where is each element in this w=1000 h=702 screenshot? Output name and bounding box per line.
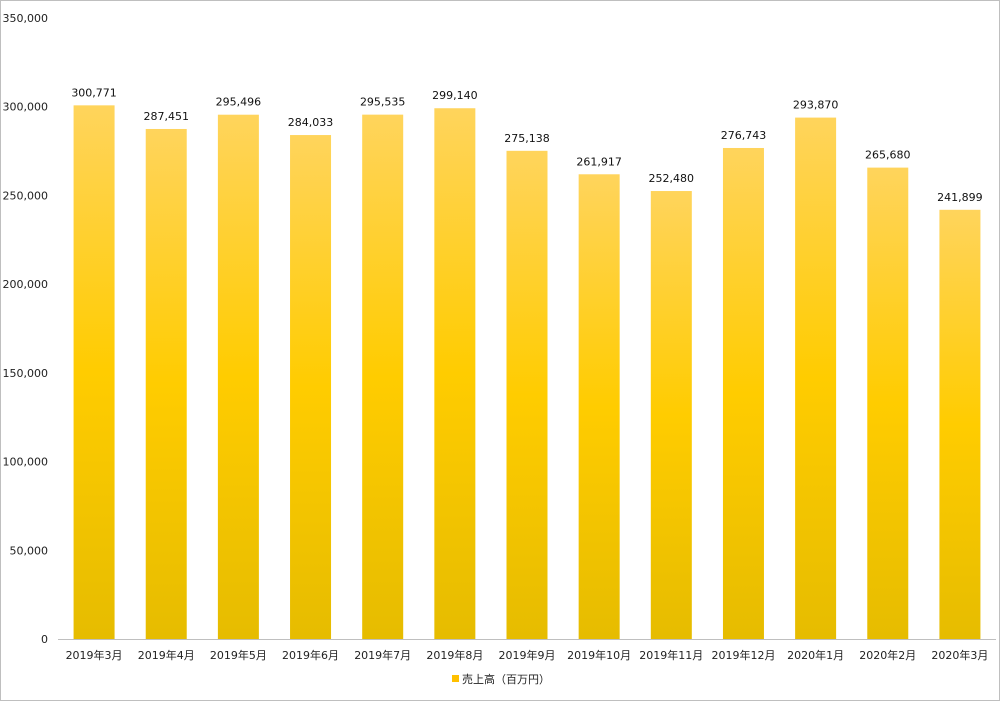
data-label: 261,917 xyxy=(576,155,622,168)
data-label: 265,680 xyxy=(865,149,911,162)
bar xyxy=(362,114,404,639)
bar xyxy=(434,108,476,639)
x-tick-label: 2019年9月 xyxy=(499,648,556,662)
data-label: 293,870 xyxy=(793,99,839,112)
bar xyxy=(722,147,764,639)
bar xyxy=(73,105,115,639)
x-axis: 2019年3月 2019年4月 2019年5月 2019年6月 2019年7月 2019年… xyxy=(58,639,996,662)
data-label: 299,140 xyxy=(432,89,478,102)
x-tick-label: 2019年6月 xyxy=(282,648,339,662)
data-label: 287,451 xyxy=(143,110,189,123)
data-label: 295,496 xyxy=(216,96,262,109)
bar xyxy=(217,114,259,639)
bar xyxy=(867,167,909,639)
y-tick-label: 350,000 xyxy=(3,12,49,25)
x-tick-label: 2019年8月 xyxy=(426,648,483,662)
data-label: 300,771 xyxy=(71,86,117,99)
y-axis: 0 50,000 100,000 150,000 200,000 250,000 300,0… xyxy=(3,12,49,646)
data-label: 252,480 xyxy=(649,172,695,185)
y-tick-label: 150,000 xyxy=(3,367,49,380)
x-tick-label: 2019年4月 xyxy=(138,648,195,662)
y-tick-label: 100,000 xyxy=(3,456,49,469)
data-label: 275,138 xyxy=(504,132,550,145)
x-tick-label: 2019年3月 xyxy=(66,648,123,662)
x-tick-label: 2020年1月 xyxy=(787,648,844,662)
bar xyxy=(578,174,620,639)
bar xyxy=(506,150,548,639)
legend-marker xyxy=(452,675,459,682)
y-tick-label: 300,000 xyxy=(3,101,49,114)
y-tick-label: 250,000 xyxy=(3,189,49,202)
data-label: 284,033 xyxy=(288,116,334,129)
bars xyxy=(73,105,981,640)
x-tick-label: 2019年7月 xyxy=(354,648,411,662)
y-tick-label: 200,000 xyxy=(3,278,49,291)
bar xyxy=(145,128,187,639)
x-tick-label: 2019年5月 xyxy=(210,648,267,662)
x-tick-label: 2020年3月 xyxy=(931,648,988,662)
bar xyxy=(290,135,332,639)
bar xyxy=(795,117,837,640)
legend: 売上高（百万円） xyxy=(452,672,550,686)
data-labels: 300,771 287,451 295,496 284,033 295,535 299,1… xyxy=(71,86,982,203)
x-tick-label: 2019年10月 xyxy=(567,648,631,662)
data-label: 276,743 xyxy=(721,129,767,142)
x-tick-label: 2020年2月 xyxy=(859,648,916,662)
bar xyxy=(650,191,692,640)
legend-label: 売上高（百万円） xyxy=(462,672,550,686)
bar xyxy=(939,209,981,639)
data-label: 241,899 xyxy=(937,191,983,204)
y-tick-label: 50,000 xyxy=(10,544,49,557)
x-tick-label: 2019年11月 xyxy=(639,648,703,662)
x-tick-label: 2019年12月 xyxy=(711,648,775,662)
y-tick-label: 0 xyxy=(41,633,48,646)
data-label: 295,535 xyxy=(360,96,406,109)
